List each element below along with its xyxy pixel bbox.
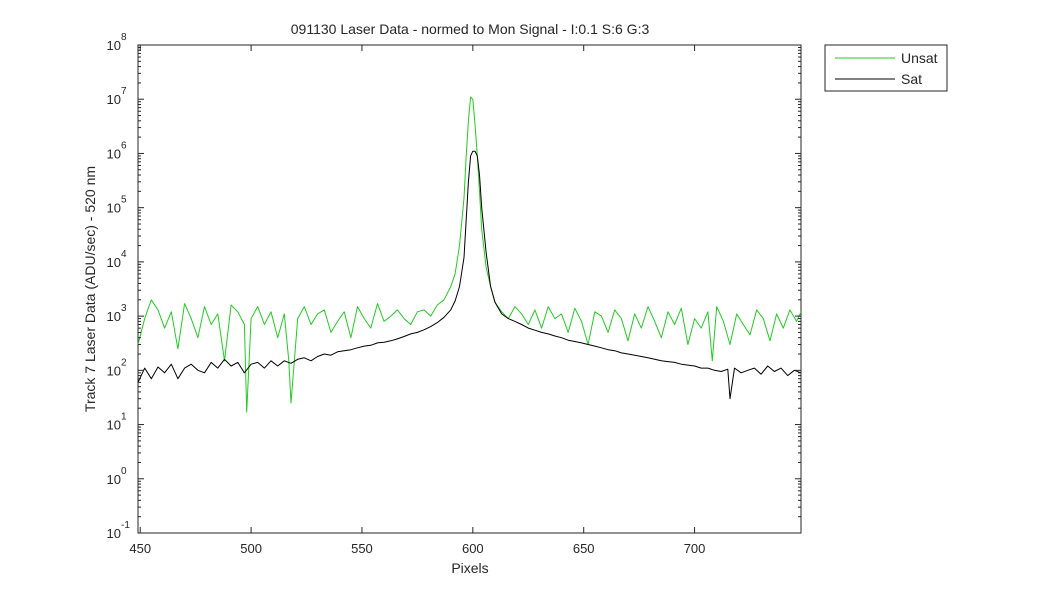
y-tick-label-base: 10 — [107, 363, 121, 378]
x-tick-label: 700 — [684, 541, 706, 556]
y-tick-label-exponent: 0 — [121, 466, 127, 477]
y-tick-label: 102 — [107, 357, 127, 378]
legend-label-sat: Sat — [901, 71, 922, 87]
y-tick-label: 103 — [107, 303, 127, 324]
y-tick-label: 10-1 — [107, 520, 131, 541]
y-tick-label-base: 10 — [107, 92, 121, 107]
y-tick-label-base: 10 — [107, 472, 121, 487]
x-tick-label: 500 — [240, 541, 262, 556]
series-layer — [137, 96, 802, 413]
y-tick-label-exponent: 7 — [121, 86, 127, 97]
y-tick-label: 104 — [107, 249, 127, 270]
x-tick-label: 600 — [462, 541, 484, 556]
y-tick-label: 100 — [107, 466, 127, 487]
y-tick-label-exponent: 1 — [121, 412, 127, 423]
x-tick-label: 450 — [129, 541, 151, 556]
y-tick-label: 108 — [107, 32, 127, 53]
y-tick-label-exponent: 3 — [121, 303, 127, 314]
x-axis-label: Pixels — [451, 560, 488, 576]
legend: Unsat Sat — [824, 44, 948, 92]
y-tick-label-exponent: 4 — [121, 249, 127, 260]
y-tick-label: 101 — [107, 412, 127, 433]
chart-title: 091130 Laser Data - normed to Mon Signal… — [291, 21, 650, 37]
y-tick-label-base: 10 — [107, 309, 121, 324]
legend-label-unsat: Unsat — [901, 50, 938, 66]
y-tick-label-base: 10 — [107, 255, 121, 270]
y-tick-label-base: 10 — [107, 526, 121, 541]
x-tick-label: 550 — [351, 541, 373, 556]
tick-layer: 450 500 550 600 650 70010-1100101102103104105… — [107, 32, 801, 556]
y-tick-label-exponent: 2 — [121, 357, 127, 368]
y-axis-label: Track 7 Laser Data (ADU/sec) - 520 nm — [82, 166, 98, 412]
y-tick-label-base: 10 — [107, 201, 121, 216]
y-tick-label: 107 — [107, 86, 127, 107]
y-tick-label-exponent: 8 — [121, 32, 127, 43]
y-tick-label-exponent: 5 — [121, 195, 127, 206]
y-tick-label: 106 — [107, 140, 127, 161]
x-tick-label: 650 — [573, 541, 595, 556]
series-line-unsat — [137, 96, 802, 413]
y-tick-label: 105 — [107, 195, 127, 216]
y-tick-label-base: 10 — [107, 146, 121, 161]
series-line-sat — [137, 150, 802, 400]
y-tick-label-exponent: -1 — [121, 520, 130, 531]
y-tick-label-base: 10 — [107, 418, 121, 433]
legend-box — [824, 44, 948, 92]
y-tick-label-exponent: 6 — [121, 140, 127, 151]
plot-area — [137, 44, 802, 534]
y-tick-label-base: 10 — [107, 38, 121, 53]
